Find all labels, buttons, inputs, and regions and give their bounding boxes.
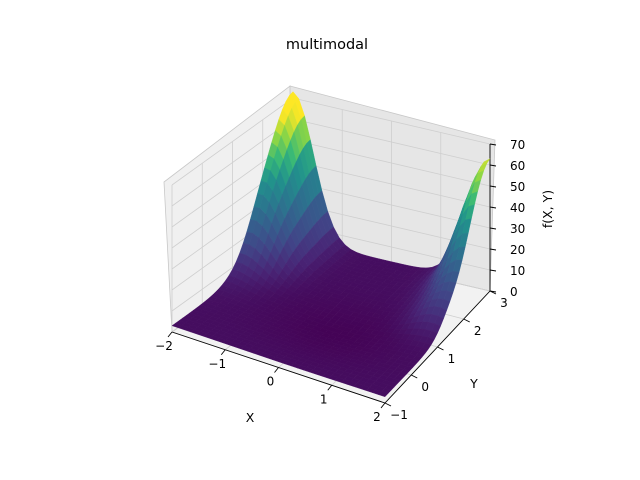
z-tick-mark — [489, 248, 497, 251]
z-tick-mark — [489, 290, 497, 293]
z-tick-mark — [489, 185, 497, 188]
z-axis-label: f(X, Y) — [540, 190, 555, 228]
y-tick-label: −1 — [390, 408, 408, 422]
surface — [171, 91, 491, 398]
y-axis-label: Y — [469, 376, 478, 391]
y-tick-mark — [463, 318, 470, 323]
y-tick-label: 3 — [500, 296, 508, 310]
y-tick-mark — [437, 346, 444, 351]
x-tick-label: 0 — [267, 375, 275, 389]
z-tick-mark — [489, 143, 497, 146]
y-tick-label: 1 — [448, 352, 456, 366]
x-tick-mark — [327, 384, 333, 391]
z-tick-mark — [489, 206, 497, 209]
z-tick-label: 10 — [510, 264, 525, 278]
x-tick-mark — [274, 367, 279, 373]
z-tick-label: 40 — [510, 201, 525, 215]
z-tick-mark — [489, 227, 497, 230]
x-tick-label: −1 — [208, 357, 226, 371]
y-tick-mark — [411, 374, 418, 379]
x-axis-label: X — [246, 410, 255, 425]
x-tick-label: −2 — [155, 339, 173, 353]
z-tick-label: 50 — [510, 180, 525, 194]
x-tick-mark — [220, 349, 226, 356]
x-tick-label: 1 — [320, 392, 328, 406]
z-tick-label: 70 — [510, 138, 525, 152]
z-tick-mark — [489, 164, 497, 167]
chart-title: multimodal — [286, 37, 368, 53]
z-tick-label: 20 — [510, 243, 525, 257]
x-tick-label: 2 — [373, 410, 381, 424]
y-tick-label: 2 — [474, 324, 482, 338]
y-tick-mark — [384, 402, 392, 407]
x-tick-mark — [167, 331, 173, 338]
surface-patch — [378, 391, 389, 398]
x-tick-mark — [380, 402, 386, 409]
z-tick-label: 0 — [510, 285, 518, 299]
z-tick-label: 60 — [510, 159, 525, 173]
z-tick-label: 30 — [510, 222, 525, 236]
z-tick-mark — [489, 269, 497, 272]
y-tick-label: 0 — [421, 380, 429, 394]
